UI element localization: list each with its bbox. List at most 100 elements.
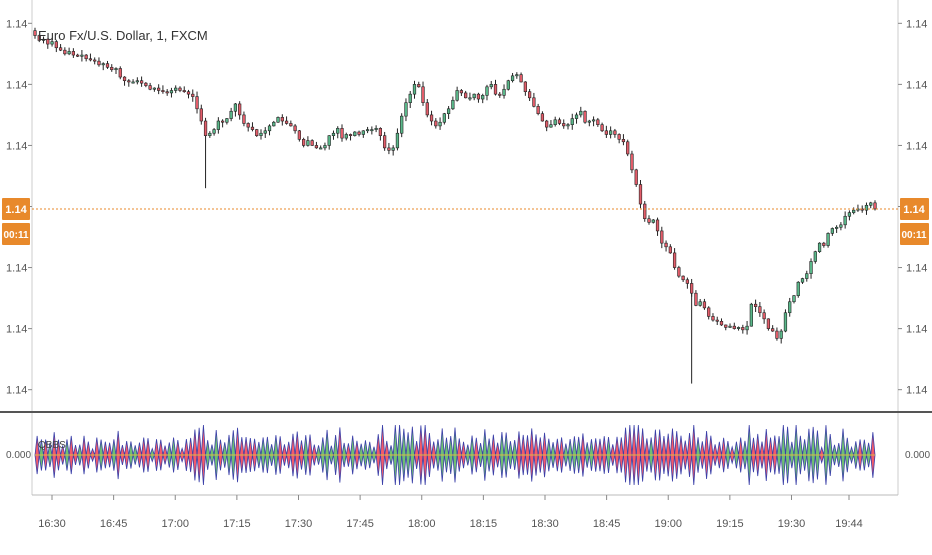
candle-body xyxy=(583,110,587,123)
candle xyxy=(493,79,498,96)
candle xyxy=(724,324,728,331)
candle xyxy=(864,202,869,215)
candle-body xyxy=(340,128,344,139)
candle xyxy=(374,125,378,133)
right-price-badge: 1.14 00:11 xyxy=(900,197,929,245)
candle xyxy=(174,85,178,94)
candle-body xyxy=(400,115,404,134)
candle-body xyxy=(63,49,67,55)
candle xyxy=(276,116,280,123)
candle-body xyxy=(562,123,566,127)
candle xyxy=(809,258,813,279)
candle-body xyxy=(566,124,570,127)
candle xyxy=(370,126,374,135)
candle xyxy=(698,299,702,307)
candle xyxy=(869,201,873,209)
candle xyxy=(847,210,852,221)
candle xyxy=(545,119,549,132)
candle xyxy=(314,141,319,149)
candle-body xyxy=(532,97,536,107)
candle-body xyxy=(348,134,353,136)
candle xyxy=(97,57,101,67)
candle-body xyxy=(545,120,549,128)
x-tick-label: 18:30 xyxy=(531,518,559,530)
candle xyxy=(707,306,711,320)
candle-body xyxy=(370,129,374,132)
candle-body xyxy=(284,120,289,124)
candle-body xyxy=(745,325,749,331)
candle-body xyxy=(758,306,762,314)
candle-body xyxy=(813,251,817,262)
x-tick-label: 18:45 xyxy=(593,518,621,530)
candle xyxy=(37,34,41,43)
candle-body xyxy=(783,312,788,332)
candle-body xyxy=(690,283,694,294)
candle-body xyxy=(88,58,93,61)
candle-body xyxy=(357,131,361,135)
candle xyxy=(736,326,741,331)
candle-body xyxy=(459,90,464,94)
candle-body xyxy=(80,54,84,57)
candle-body xyxy=(485,86,489,96)
candle xyxy=(498,91,502,98)
candle-body xyxy=(515,74,519,77)
candle xyxy=(715,316,719,326)
candle xyxy=(728,323,732,328)
candle-body xyxy=(805,273,809,279)
candle xyxy=(613,128,617,138)
candle-body xyxy=(50,41,54,45)
candle xyxy=(788,297,792,317)
candle-body xyxy=(643,203,647,220)
candle xyxy=(860,205,864,213)
candle xyxy=(817,242,822,253)
candle xyxy=(677,265,681,278)
candle xyxy=(549,120,553,128)
candle-body xyxy=(771,328,775,332)
candle xyxy=(702,298,707,310)
left-countdown-label: 00:11 xyxy=(3,230,28,241)
candle xyxy=(566,123,570,130)
candle-body xyxy=(131,81,135,84)
candle xyxy=(775,327,779,341)
candle xyxy=(139,76,144,87)
candle-body xyxy=(523,81,527,93)
candle-body xyxy=(677,267,681,277)
candle-body xyxy=(37,35,41,41)
candle xyxy=(323,142,327,151)
candle xyxy=(212,128,216,136)
y-tick-label: 1.14 xyxy=(6,263,27,275)
candle-body xyxy=(736,327,741,329)
left-price-badge-label: 1.14 xyxy=(5,204,27,216)
candle-body xyxy=(41,38,46,41)
candle xyxy=(336,126,340,139)
indicator-series xyxy=(34,424,876,486)
candle-body xyxy=(310,140,314,146)
candle-body xyxy=(289,123,293,127)
candle xyxy=(238,101,242,120)
candle xyxy=(412,80,417,99)
candle xyxy=(745,320,749,335)
candle-body xyxy=(672,252,677,268)
candle-body xyxy=(105,63,110,68)
candle xyxy=(753,299,758,312)
candle-body xyxy=(451,99,455,110)
indicator-zero-label-left: 0.000 xyxy=(6,450,31,461)
candle-body xyxy=(591,119,596,122)
candle xyxy=(779,329,783,344)
candle xyxy=(404,98,408,122)
candle-body xyxy=(579,110,583,116)
candle-body xyxy=(67,51,71,55)
candle xyxy=(246,122,250,132)
candle-body xyxy=(502,88,506,96)
candle xyxy=(344,132,348,141)
candle-body xyxy=(775,330,779,339)
x-tick-label: 19:30 xyxy=(778,518,806,530)
candle-body xyxy=(869,202,873,206)
candle-body xyxy=(796,281,800,296)
candle-body xyxy=(135,80,139,83)
candle-body xyxy=(481,95,485,100)
candle-body xyxy=(626,141,630,155)
candle xyxy=(510,72,515,83)
candle xyxy=(835,225,839,233)
